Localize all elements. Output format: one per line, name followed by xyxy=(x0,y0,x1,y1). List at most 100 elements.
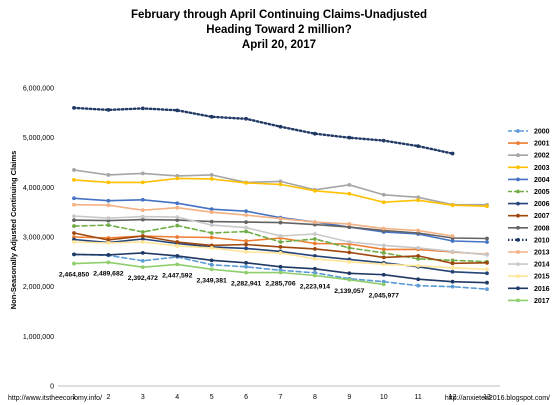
legend-item-2010: 2010 xyxy=(508,237,550,244)
legend-swatch-marker xyxy=(516,262,520,266)
legend-swatch-marker xyxy=(516,298,520,303)
legend-label: 2005 xyxy=(534,189,550,196)
data-point-2017 xyxy=(244,270,248,275)
legend-swatch-marker xyxy=(516,165,520,170)
data-label-2017: 2,139,057 xyxy=(334,288,364,295)
data-point-2005 xyxy=(416,256,421,261)
data-point-2000 xyxy=(381,279,386,284)
data-point-2010 xyxy=(450,151,455,156)
data-point-2004 xyxy=(72,196,76,201)
data-point-2003 xyxy=(416,198,421,203)
data-point-2010 xyxy=(416,144,421,149)
data-point-2015 xyxy=(278,250,283,255)
legend-label: 2002 xyxy=(534,153,550,160)
data-point-2007 xyxy=(416,253,421,258)
x-tick-label: 12 xyxy=(449,394,457,401)
footer-left-url: http://www.itstheeconomy.info/ xyxy=(8,395,102,402)
data-point-2014 xyxy=(485,252,489,257)
x-tick-label: 7 xyxy=(279,394,283,401)
data-point-2006 xyxy=(244,246,248,251)
data-point-2005 xyxy=(381,250,386,255)
data-label-2017: 2,464,850 xyxy=(59,272,89,279)
data-point-2014 xyxy=(72,214,76,219)
data-point-2015 xyxy=(381,262,386,267)
legend-swatch-marker xyxy=(516,238,520,242)
data-point-2013 xyxy=(72,202,76,207)
series-2014 xyxy=(72,214,489,257)
data-point-2013 xyxy=(175,205,180,210)
data-point-2014 xyxy=(381,243,386,248)
data-point-2010 xyxy=(140,106,145,111)
legend-swatch-marker xyxy=(516,213,520,218)
data-point-2013 xyxy=(140,208,145,213)
data-point-2016 xyxy=(106,252,111,257)
y-tick-label: 1,000,000 xyxy=(23,334,54,341)
data-point-2017 xyxy=(278,270,283,275)
legend-label: 2017 xyxy=(534,298,550,305)
data-point-2007 xyxy=(381,255,386,260)
legend-item-2003: 2003 xyxy=(508,165,550,172)
data-point-2008 xyxy=(278,220,283,225)
data-point-2010 xyxy=(381,138,386,143)
data-point-2001 xyxy=(209,235,214,240)
data-label-2017: 2,285,706 xyxy=(265,280,295,287)
data-point-2003 xyxy=(278,182,283,187)
data-point-2016 xyxy=(485,280,489,285)
data-point-2010 xyxy=(175,108,180,113)
data-point-2003 xyxy=(485,204,489,209)
data-point-2001 xyxy=(244,239,248,243)
data-point-2003 xyxy=(347,191,352,196)
data-point-2000 xyxy=(416,283,421,288)
data-point-2014 xyxy=(209,223,214,227)
data-point-2007 xyxy=(313,247,317,251)
legend-label: 2006 xyxy=(534,201,550,208)
series-line-2013 xyxy=(73,203,454,237)
legend-swatch-marker xyxy=(516,129,520,133)
data-point-2013 xyxy=(347,222,352,226)
data-point-2010 xyxy=(72,105,76,110)
series-layer xyxy=(72,105,489,292)
data-point-2002 xyxy=(72,168,76,172)
data-point-2004 xyxy=(209,207,214,212)
data-point-2017 xyxy=(209,267,214,272)
legend-label: 2001 xyxy=(534,141,550,148)
data-point-2016 xyxy=(244,260,248,265)
legend-item-2013: 2013 xyxy=(508,250,550,257)
data-point-2014 xyxy=(106,216,111,221)
series-line-2010 xyxy=(72,106,454,155)
data-point-2003 xyxy=(244,180,248,185)
data-point-2014 xyxy=(244,225,248,230)
data-point-2014 xyxy=(347,240,352,244)
y-tick-label: 0 xyxy=(50,384,54,391)
data-point-2003 xyxy=(140,180,145,185)
series-2003 xyxy=(72,176,489,209)
legend-swatch-marker xyxy=(516,250,520,254)
legend-item-2005: 2005 xyxy=(508,189,550,196)
data-point-2010 xyxy=(313,131,317,136)
data-point-2005 xyxy=(313,237,317,241)
data-point-2013 xyxy=(244,213,248,218)
data-point-2014 xyxy=(175,215,180,220)
data-point-2007 xyxy=(72,231,76,235)
data-point-2016 xyxy=(72,252,76,257)
footer-right-url: http://anxietea2016.blogspot.com/ xyxy=(445,395,550,402)
data-point-2016 xyxy=(175,253,180,258)
data-point-2005 xyxy=(347,246,352,250)
data-label-2017: 2,282,941 xyxy=(231,281,261,288)
x-tick-label: 4 xyxy=(175,394,179,401)
data-point-2016 xyxy=(313,266,317,271)
legend-item-2006: 2006 xyxy=(508,201,550,208)
data-point-2008 xyxy=(209,219,214,224)
data-point-2013 xyxy=(416,228,421,233)
data-point-2001 xyxy=(313,241,317,246)
data-point-2016 xyxy=(209,258,214,263)
data-point-2013 xyxy=(209,210,214,215)
x-tick-label: 11 xyxy=(415,394,422,401)
data-point-2007 xyxy=(244,242,248,247)
data-point-2013 xyxy=(278,216,283,221)
x-tick-label: 3 xyxy=(141,394,145,401)
data-point-2015 xyxy=(313,256,317,261)
data-point-2003 xyxy=(209,176,214,181)
data-point-2005 xyxy=(140,230,145,234)
